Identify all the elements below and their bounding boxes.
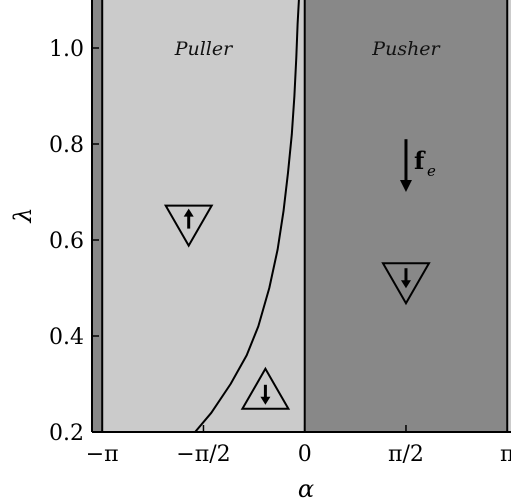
y-tick-label-0: 0.2 [49,421,84,446]
region-label-pusher: Pusher [371,38,441,60]
triangle-marker-0 [163,204,214,248]
y-tick-label-3: 0.8 [49,133,84,158]
marker-arrow-head-2 [400,280,411,289]
triangle-shape-0 [163,204,214,248]
x-tick-label-0: −π [86,442,119,467]
force-arrow-subscript: e [427,162,436,180]
x-tick-label-4: π [500,442,511,467]
region-0 [92,0,103,432]
triangle-shape-2 [381,262,431,306]
force-arrow-head [399,180,412,192]
region-1 [102,0,305,432]
triangle-shape-1 [240,366,291,410]
marker-arrow-head-0 [183,208,194,217]
x-tick-label-1: −π/2 [176,442,230,467]
force-arrow-label: f [414,146,426,175]
x-axis-label: α [298,475,314,503]
y-tick-label-2: 0.6 [49,229,84,254]
boundary-curve [194,0,300,433]
y-tick-label-4: 1.0 [49,37,84,62]
region-2 [304,0,508,432]
triangle-marker-1 [240,366,291,410]
marker-arrow-head-1 [260,396,271,405]
y-axis-label: λ [9,207,37,223]
region-3 [507,0,511,432]
x-tick-label-3: π/2 [388,442,424,467]
region-label-puller: Puller [174,38,234,60]
y-tick-label-1: 0.4 [49,325,84,350]
triangle-marker-2 [381,262,431,306]
x-tick-label-2: 0 [298,442,312,467]
